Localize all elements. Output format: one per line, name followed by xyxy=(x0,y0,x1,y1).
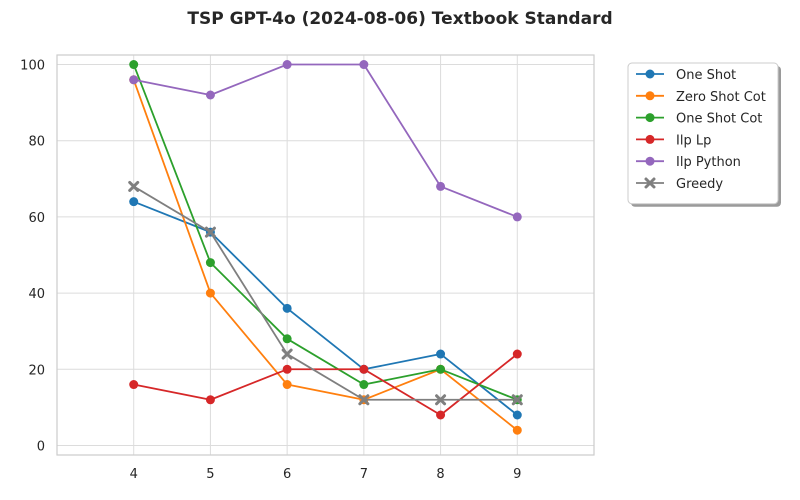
y-tick-label: 80 xyxy=(28,135,45,150)
legend-label-zero-shot-cot: Zero Shot Cot xyxy=(676,90,766,105)
data-point-ilp-python xyxy=(205,90,215,100)
data-point-greedy xyxy=(511,394,523,406)
x-tick-label: 8 xyxy=(436,467,444,482)
x-tick-label: 6 xyxy=(283,467,291,482)
legend-item-one-shot-cot: One Shot Cot xyxy=(636,112,762,127)
y-axis: 0 20 40 60 80 100 xyxy=(20,59,45,455)
x-tick-label: 5 xyxy=(206,467,214,482)
data-point-one-shot-cot xyxy=(359,380,369,390)
legend-item-ilp-lp: Ilp Lp xyxy=(636,133,711,148)
data-point-ilp-lp xyxy=(512,349,522,359)
legend-label-one-shot: One Shot xyxy=(676,68,736,83)
data-point-ilp-lp xyxy=(359,364,369,374)
series-ilp-python xyxy=(129,60,522,222)
legend-marker-zero-shot-cot xyxy=(645,91,655,101)
data-point-zero-shot-cot xyxy=(205,288,215,298)
y-tick-label: 20 xyxy=(28,363,45,378)
x-tick-label: 4 xyxy=(130,467,138,482)
data-point-ilp-lp xyxy=(436,410,446,420)
y-tick-label: 100 xyxy=(20,59,45,74)
data-point-ilp-python xyxy=(436,181,446,191)
x-tick-label: 7 xyxy=(360,467,368,482)
legend-marker-one-shot-cot xyxy=(645,113,655,123)
legend-marker-ilp-python xyxy=(645,156,655,166)
data-point-one-shot-cot xyxy=(436,364,446,374)
legend-label-greedy: Greedy xyxy=(676,177,723,192)
data-point-greedy xyxy=(281,348,293,360)
y-tick-label: 60 xyxy=(28,211,45,226)
x-tick-label: 9 xyxy=(513,467,521,482)
data-point-ilp-lp xyxy=(282,364,292,374)
data-point-one-shot-cot xyxy=(205,258,215,268)
legend-marker-ilp-lp xyxy=(645,134,655,144)
legend-marker-greedy xyxy=(644,177,656,189)
grid-lines xyxy=(57,55,594,455)
legend-box xyxy=(627,62,779,205)
series-ilp-lp xyxy=(129,349,522,420)
series-line-zero-shot-cot xyxy=(132,79,518,431)
data-point-one-shot-cot xyxy=(282,334,292,344)
data-point-ilp-lp xyxy=(129,380,139,390)
data-point-ilp-python xyxy=(359,60,369,70)
series-line-ilp-lp xyxy=(133,353,518,416)
legend-label-ilp-lp: Ilp Lp xyxy=(676,133,711,148)
series-line-one-shot-cot xyxy=(132,64,518,401)
data-point-zero-shot-cot xyxy=(512,425,522,435)
data-point-greedy xyxy=(358,394,370,406)
data-point-one-shot xyxy=(282,303,292,313)
legend-item-zero-shot-cot: Zero Shot Cot xyxy=(636,90,766,105)
data-point-one-shot xyxy=(512,410,522,420)
data-point-one-shot-cot xyxy=(129,60,139,70)
legend-label-ilp-python: Ilp Python xyxy=(676,155,741,170)
data-point-one-shot xyxy=(129,197,139,207)
legend-item-one-shot: One Shot xyxy=(636,68,736,83)
legend-item-greedy: Greedy xyxy=(636,177,723,192)
y-tick-label: 40 xyxy=(28,287,45,302)
data-point-ilp-lp xyxy=(205,395,215,405)
chart-title: TSP GPT-4o (2024-08-06) Textbook Standar… xyxy=(187,9,612,29)
series-zero-shot-cot xyxy=(129,75,522,435)
data-point-zero-shot-cot xyxy=(282,380,292,390)
legend-label-one-shot-cot: One Shot Cot xyxy=(676,112,762,127)
data-point-ilp-python xyxy=(129,75,139,85)
series-line-one-shot xyxy=(133,200,518,416)
series-layer xyxy=(128,60,523,435)
series-line-ilp-python xyxy=(133,63,518,218)
series-line-greedy xyxy=(133,185,518,401)
y-tick-label: 0 xyxy=(37,439,45,454)
data-point-ilp-python xyxy=(512,212,522,222)
plot-area xyxy=(56,54,595,456)
x-axis: 4 5 6 7 8 9 xyxy=(130,467,522,482)
series-greedy xyxy=(128,180,523,406)
data-point-greedy xyxy=(435,394,447,406)
data-point-greedy xyxy=(128,180,140,192)
legend: One Shot Zero Shot Cot One Shot Cot Ilp Lp I… xyxy=(627,62,781,207)
data-point-greedy xyxy=(204,226,216,238)
legend-item-ilp-python: Ilp Python xyxy=(636,155,741,170)
legend-marker-one-shot xyxy=(645,69,655,79)
data-point-one-shot xyxy=(436,349,446,359)
data-point-ilp-python xyxy=(282,60,292,70)
